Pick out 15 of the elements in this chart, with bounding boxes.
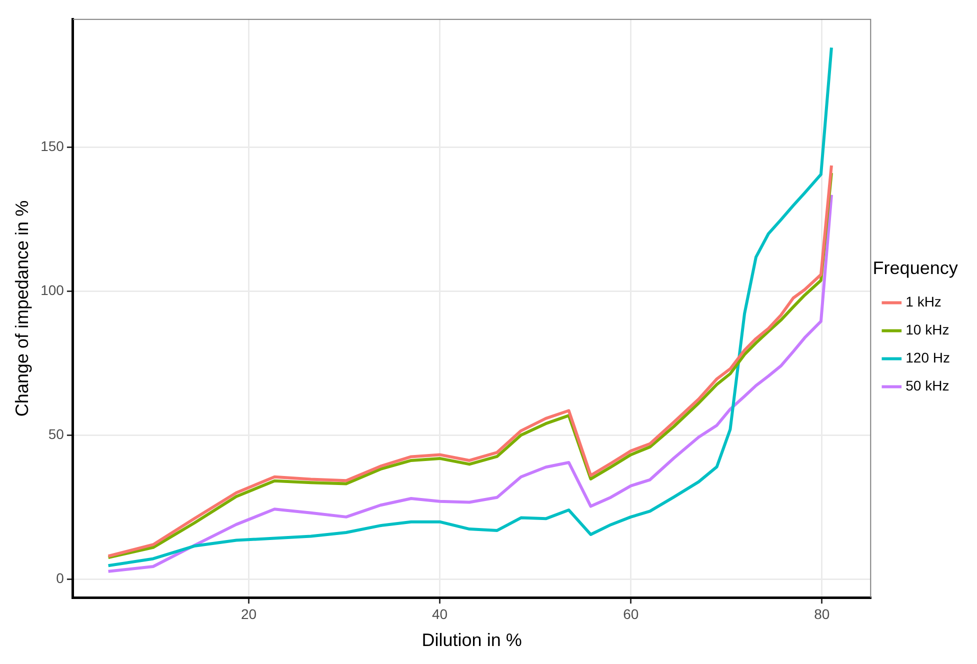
legend-label: 120 Hz (906, 350, 950, 366)
x-tick-label: 20 (240, 606, 257, 622)
legend-label: 50 kHz (906, 378, 950, 394)
y-axis-title: Change of impedance in % (12, 200, 32, 417)
x-tick-label: 60 (623, 606, 639, 622)
y-tick-label: 50 (48, 426, 64, 442)
x-tick-label: 80 (814, 606, 830, 622)
y-tick-label: 150 (40, 138, 64, 154)
y-tick-label: 100 (40, 282, 64, 298)
legend-label: 1 kHz (906, 294, 942, 310)
x-axis-title: Dilution in % (422, 630, 522, 650)
x-tick-label: 40 (432, 606, 448, 622)
y-tick-label: 0 (56, 570, 64, 586)
legend-title: Frequency (872, 258, 958, 278)
legend-label: 10 kHz (906, 322, 950, 338)
